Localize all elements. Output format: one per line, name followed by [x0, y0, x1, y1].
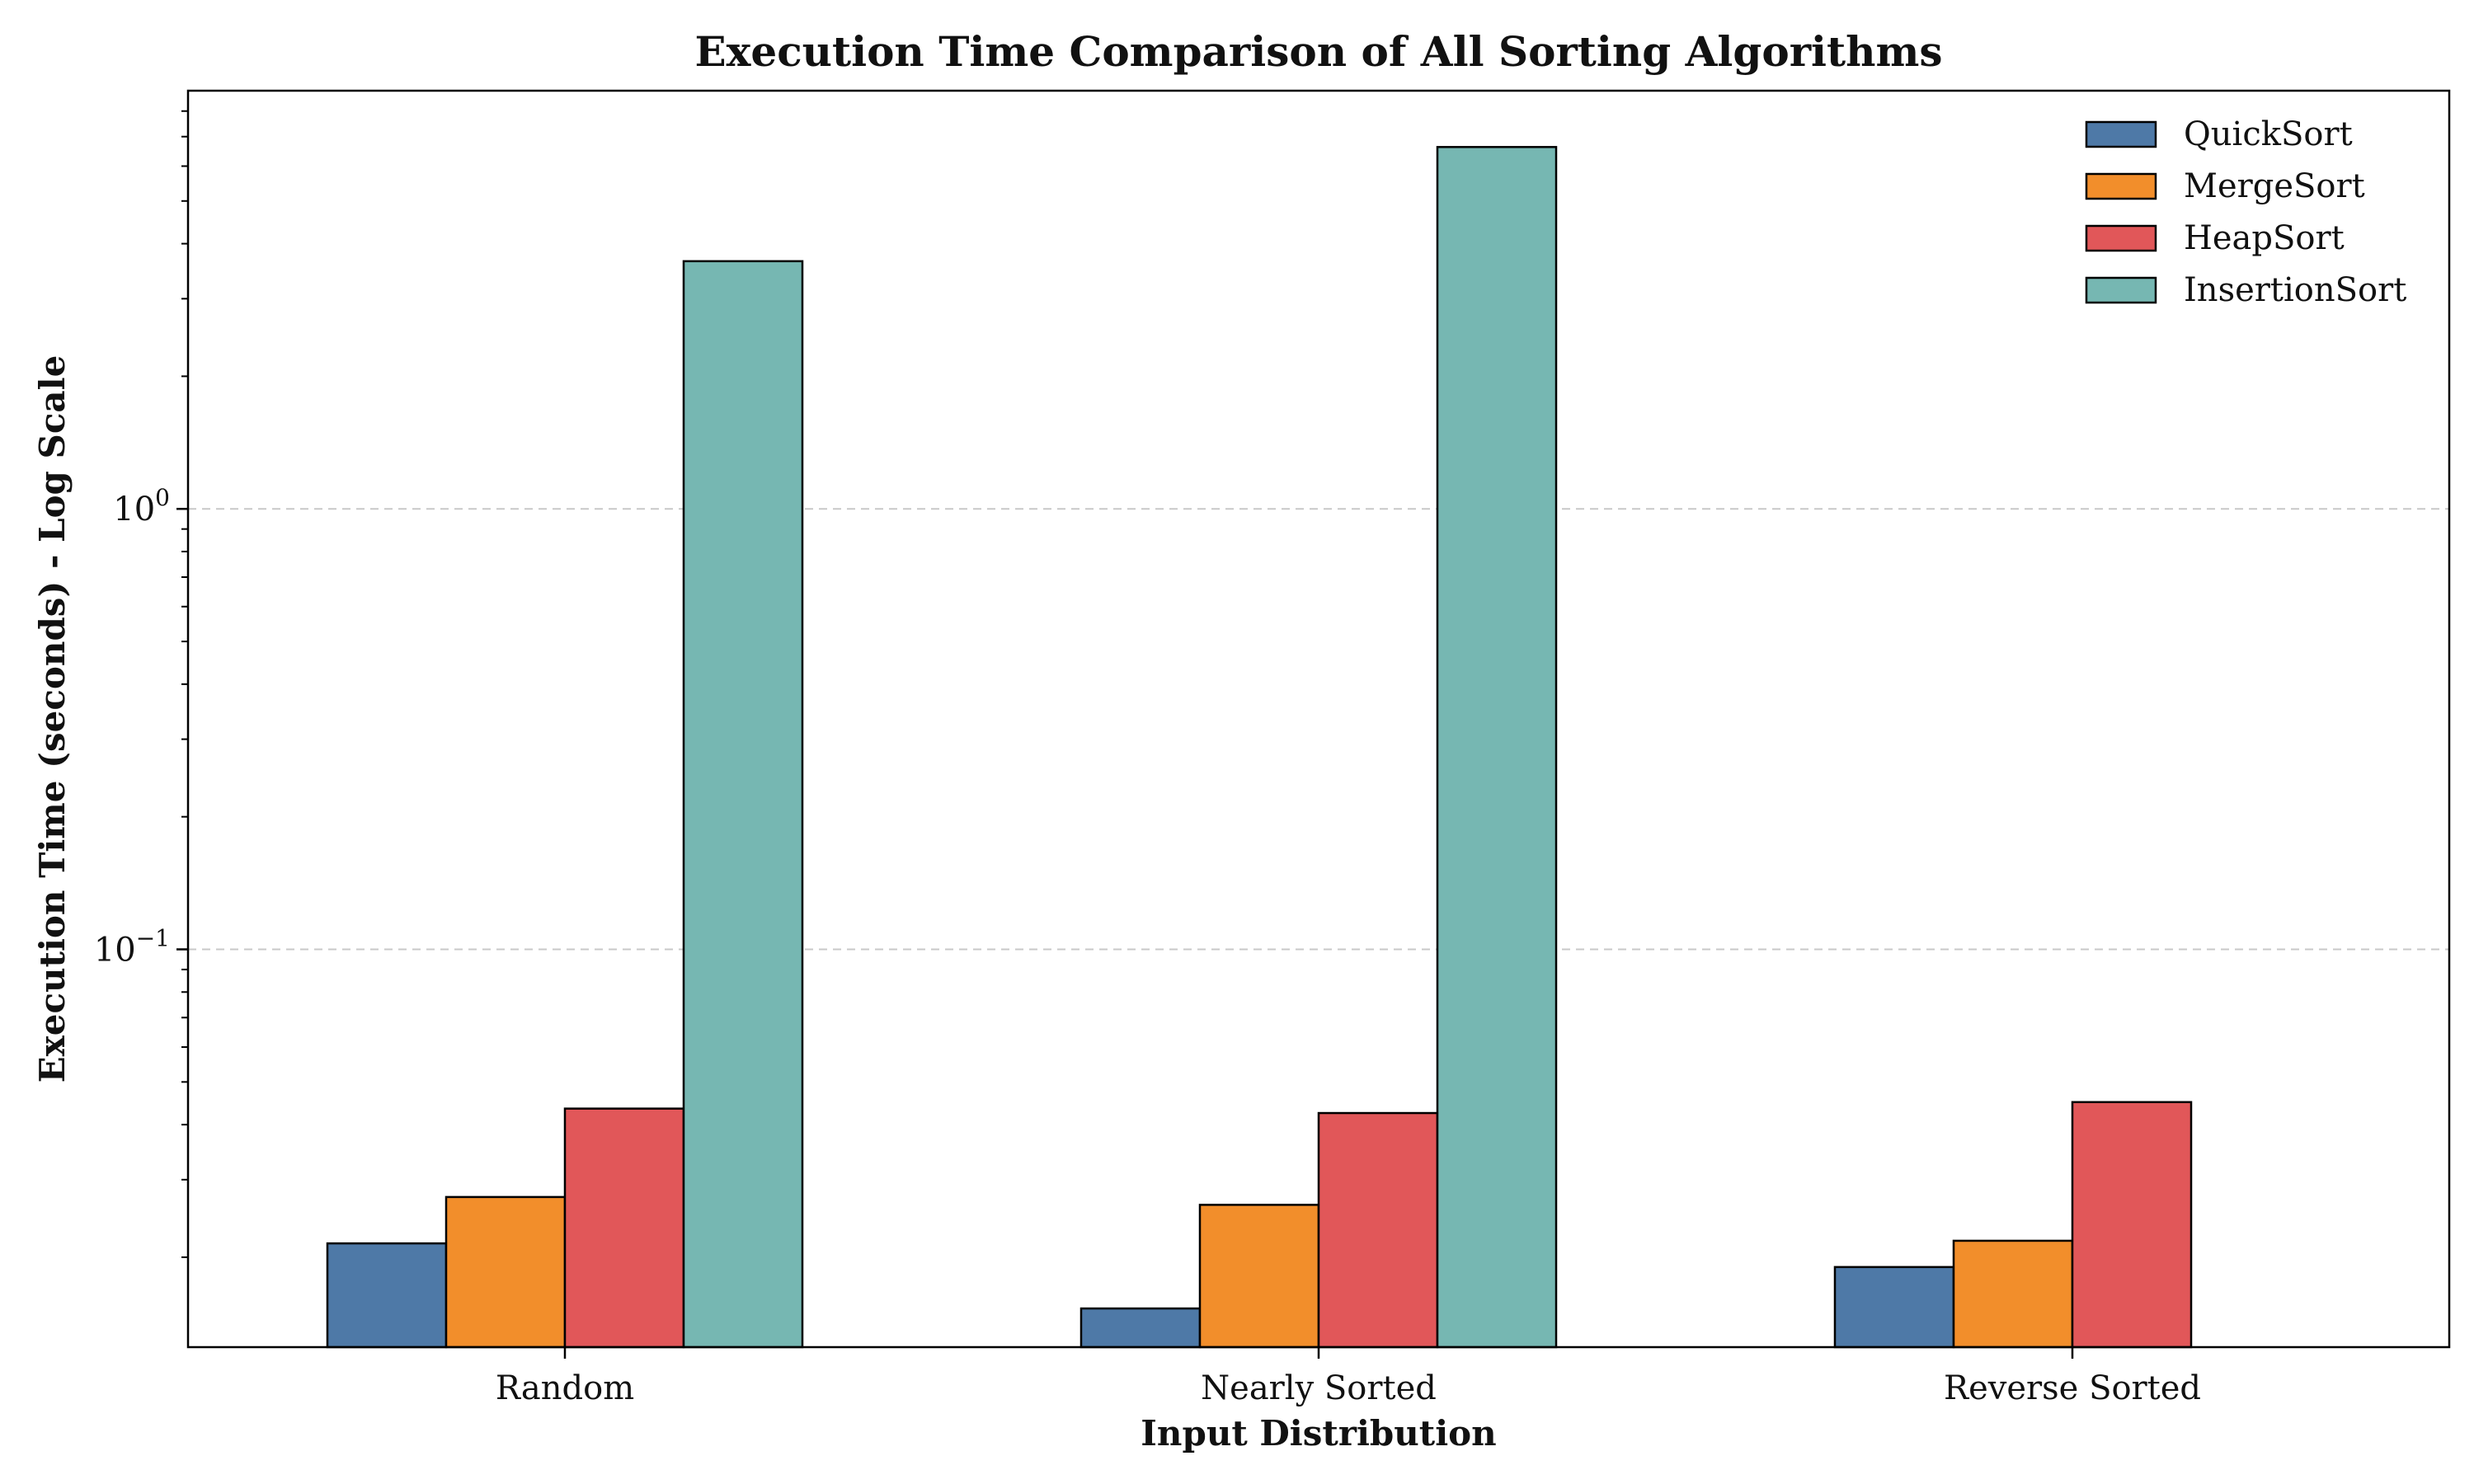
legend-label-heapsort: HeapSort: [2184, 219, 2345, 257]
legend-label-quicksort: QuickSort: [2184, 115, 2353, 153]
x-axis-ticks: Random Nearly Sorted Reverse Sorted: [496, 1347, 2201, 1407]
legend-label-insertionsort: InsertionSort: [2184, 271, 2406, 309]
legend-swatch-insertionsort: [2085, 276, 2157, 304]
y-axis-ticks: 10−1 100: [94, 110, 188, 1258]
bar-quicksort-random: [326, 1242, 448, 1349]
chart-title: Execution Time Comparison of All Sorting…: [694, 27, 1942, 76]
bar-insertionsort-nearly-sorted: [1436, 146, 1558, 1349]
y-axis-label: Execution Time (seconds) - Log Scale: [32, 355, 73, 1083]
legend-swatch-quicksort: [2085, 120, 2157, 148]
x-axis-label: Input Distribution: [1141, 1413, 1496, 1453]
legend-swatch-mergesort: [2085, 172, 2157, 200]
bar-quicksort-reverse-sorted: [1833, 1266, 1955, 1349]
legend-label-mergesort: MergeSort: [2184, 167, 2365, 205]
x-tick-label-2: Reverse Sorted: [1944, 1369, 2201, 1407]
bar-heapsort-nearly-sorted: [1317, 1111, 1439, 1349]
bars: [326, 146, 2193, 1349]
x-tick-label-0: Random: [496, 1369, 634, 1407]
bar-mergesort-random: [444, 1195, 567, 1349]
legend-swatch-heapsort: [2085, 224, 2157, 252]
x-tick-label-1: Nearly Sorted: [1201, 1369, 1437, 1407]
legend: QuickSort MergeSort HeapSort InsertionSort: [2085, 115, 2406, 309]
bar-mergesort-reverse-sorted: [1952, 1239, 2074, 1349]
bar-insertionsort-random: [682, 260, 804, 1349]
grid-lines: [188, 508, 2449, 951]
bar-heapsort-random: [563, 1107, 685, 1349]
bar-quicksort-nearly-sorted: [1079, 1307, 1202, 1349]
y-tick-label-1: 100: [113, 484, 170, 528]
y-tick-label-0: 10−1: [94, 925, 170, 970]
bar-heapsort-reverse-sorted: [2071, 1101, 2193, 1349]
bar-mergesort-nearly-sorted: [1198, 1204, 1320, 1349]
